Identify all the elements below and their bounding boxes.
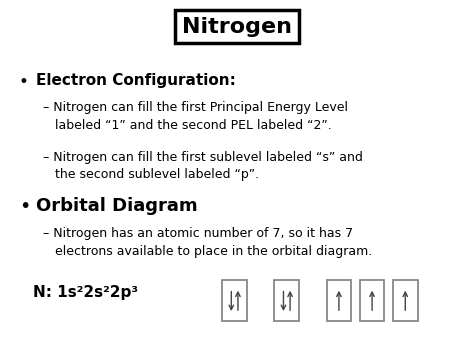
Text: – Nitrogen has an atomic number of 7, so it has 7
   electrons available to plac: – Nitrogen has an atomic number of 7, so… — [43, 227, 372, 258]
Text: •: • — [19, 73, 29, 91]
Text: – Nitrogen can fill the first sublevel labeled “s” and
   the second sublevel la: – Nitrogen can fill the first sublevel l… — [43, 151, 363, 181]
Bar — [360, 280, 384, 321]
Bar — [222, 280, 247, 321]
Bar — [327, 280, 351, 321]
Text: – Nitrogen can fill the first Principal Energy Level
   labeled “1” and the seco: – Nitrogen can fill the first Principal … — [43, 101, 347, 132]
Text: •: • — [19, 197, 30, 216]
Text: N: 1s²2s²2p³: N: 1s²2s²2p³ — [33, 285, 138, 300]
Bar — [274, 280, 299, 321]
Text: Electron Configuration:: Electron Configuration: — [36, 73, 236, 88]
Bar — [393, 280, 418, 321]
Text: Orbital Diagram: Orbital Diagram — [36, 197, 197, 215]
Text: Nitrogen: Nitrogen — [182, 17, 292, 37]
